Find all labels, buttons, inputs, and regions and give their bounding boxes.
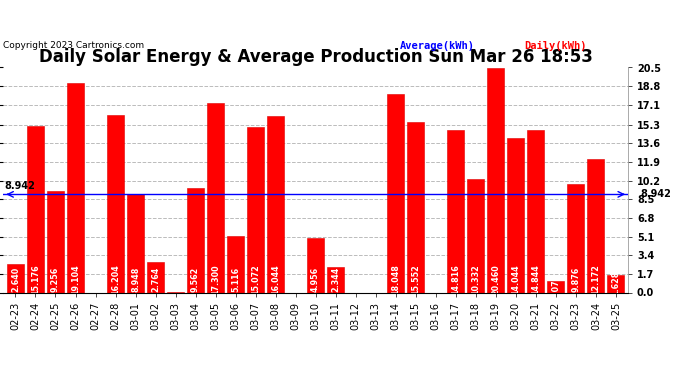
Bar [207,103,224,292]
Bar [47,191,64,292]
Text: 4.956: 4.956 [311,267,320,292]
Bar [527,130,544,292]
Text: 9.562: 9.562 [191,267,200,292]
Bar [247,127,264,292]
Text: 2.764: 2.764 [151,267,160,292]
Text: 14.816: 14.816 [451,264,460,295]
Bar [387,94,404,292]
Text: 19.104: 19.104 [71,264,80,295]
Text: 16.204: 16.204 [111,264,120,295]
Bar [567,184,584,292]
Bar [267,116,284,292]
Text: 2.640: 2.640 [11,267,20,292]
Bar [7,264,24,292]
Text: 8.948: 8.948 [131,267,140,292]
Bar [107,115,124,292]
Bar [507,138,524,292]
Bar [127,194,144,292]
Text: 14.044: 14.044 [511,264,520,295]
Text: 15.072: 15.072 [251,264,260,295]
Bar [547,281,564,292]
Bar [327,267,344,292]
Text: 9.256: 9.256 [51,267,60,292]
Bar [467,179,484,292]
Text: 2.344: 2.344 [331,267,340,292]
Text: Average(kWh): Average(kWh) [400,41,475,51]
Text: 8.942: 8.942 [4,181,35,191]
Text: 16.044: 16.044 [271,264,280,295]
Title: Daily Solar Energy & Average Production Sun Mar 26 18:53: Daily Solar Energy & Average Production … [39,48,593,66]
Bar [587,159,604,292]
Bar [487,68,504,292]
Text: 1.628: 1.628 [611,271,620,296]
Bar [447,130,464,292]
Text: Copyright 2023 Cartronics.com: Copyright 2023 Cartronics.com [3,41,145,50]
Bar [307,238,324,292]
Bar [227,236,244,292]
Text: 20.460: 20.460 [491,264,500,295]
Text: 5.116: 5.116 [231,267,240,292]
Bar [67,83,84,292]
Text: 8.942: 8.942 [640,189,671,200]
Text: 12.172: 12.172 [591,264,600,295]
Bar [607,274,624,292]
Bar [27,126,44,292]
Bar [147,262,164,292]
Text: 17.300: 17.300 [211,264,220,295]
Text: 15.176: 15.176 [31,264,40,295]
Bar [407,122,424,292]
Text: 14.844: 14.844 [531,264,540,295]
Text: Daily(kWh): Daily(kWh) [524,41,587,51]
Text: 9.876: 9.876 [571,267,580,292]
Text: 10.332: 10.332 [471,264,480,295]
Text: 18.048: 18.048 [391,264,400,295]
Bar [187,188,204,292]
Text: 15.552: 15.552 [411,264,420,295]
Text: 1.076: 1.076 [551,274,560,299]
Text: 0.012: 0.012 [171,280,180,305]
